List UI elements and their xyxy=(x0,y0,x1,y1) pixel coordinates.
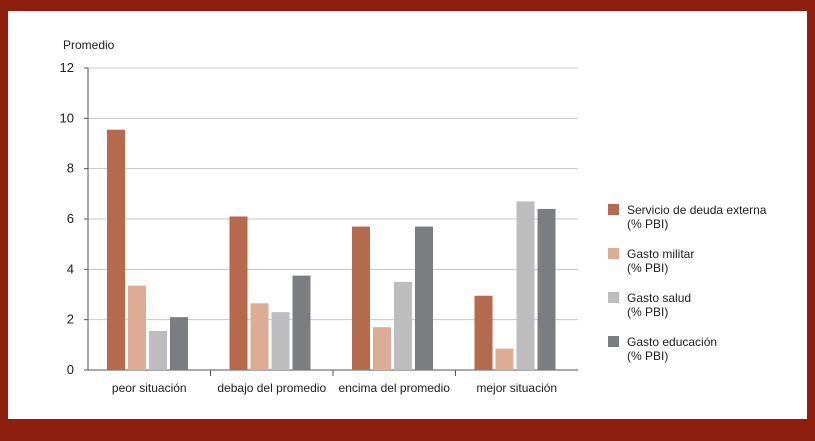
y-tick-label-6: 6 xyxy=(67,211,74,226)
legend: Servicio de deuda externa(% PBI)Gasto mi… xyxy=(608,203,767,363)
legend-swatch-3 xyxy=(608,336,619,347)
bar-1-0 xyxy=(229,216,248,370)
y-tick-label-2: 2 xyxy=(67,312,74,327)
bar-2-1 xyxy=(373,327,391,370)
legend-unit-2: (% PBI) xyxy=(627,305,668,319)
bar-0-2 xyxy=(149,330,167,370)
footer-band xyxy=(0,419,815,441)
y-tick-label-8: 8 xyxy=(67,161,74,176)
y-tick-label-10: 10 xyxy=(60,110,74,125)
x-tick-label-3: mejor situación xyxy=(476,381,557,395)
bar-2-3 xyxy=(415,226,433,370)
legend-unit-0: (% PBI) xyxy=(627,217,668,231)
bar-3-1 xyxy=(495,348,514,370)
legend-label-2: Gasto salud xyxy=(627,291,691,305)
y-tick-label-0: 0 xyxy=(67,362,74,377)
y-tick-labels: 0 2 4 6 8 10 12 xyxy=(60,60,74,377)
legend-swatch-1 xyxy=(608,248,619,259)
legend-label-3: Gasto educación xyxy=(627,335,717,349)
y-tick-label-4: 4 xyxy=(67,261,74,276)
x-tick-label-2: encima del promedio xyxy=(339,381,451,395)
legend-swatch-0 xyxy=(608,204,619,215)
bar-1-3 xyxy=(292,275,311,370)
bar-0-3 xyxy=(170,317,188,370)
bar-3-0 xyxy=(474,295,493,370)
bar-3-2 xyxy=(516,201,535,370)
legend-label-1: Gasto militar xyxy=(627,247,694,261)
legend-unit-1: (% PBI) xyxy=(627,261,668,275)
axes xyxy=(84,67,578,376)
bar-1-1 xyxy=(250,303,269,370)
bar-2-0 xyxy=(352,226,370,370)
bar-0-0 xyxy=(107,129,125,370)
legend-unit-3: (% PBI) xyxy=(627,349,668,363)
grid-lines xyxy=(88,67,578,321)
bar-3-3 xyxy=(537,208,556,370)
legend-label-0: Servicio de deuda externa xyxy=(627,203,767,217)
bar-1-2 xyxy=(271,312,290,370)
bars xyxy=(107,129,556,370)
x-tick-label-0: peor situación xyxy=(112,381,187,395)
y-axis-label: Promedio xyxy=(63,38,115,52)
x-tick-label-1: debajo del promedio xyxy=(217,381,326,395)
bar-2-2 xyxy=(394,281,412,370)
bar-0-1 xyxy=(128,285,146,370)
y-tick-label-12: 12 xyxy=(60,60,74,75)
x-tick-labels: peor situación debajo del promedio encima … xyxy=(112,381,557,395)
legend-swatch-2 xyxy=(608,292,619,303)
